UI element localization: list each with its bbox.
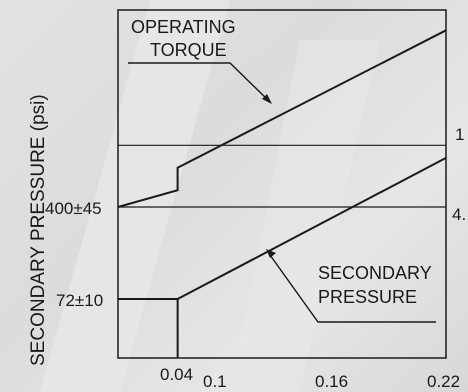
secondary-pressure-arrowhead (266, 249, 276, 258)
y-tick-label: 400±45 (45, 199, 102, 218)
x-tick-label: 0.22 (427, 372, 460, 391)
operating-torque-line (117, 29, 447, 208)
plot-frame (117, 9, 447, 359)
secondary-pressure-leader (269, 254, 436, 323)
secondary-pressure-label-line2: PRESSURE (318, 287, 417, 307)
secondary-pressure-label-line1: SECONDARY (318, 263, 432, 283)
background-shading (40, 0, 380, 392)
data-series (117, 29, 447, 358)
y-axis-title: SECONDARY PRESSURE (psi) (28, 94, 49, 366)
operating-torque-arrowhead (262, 94, 272, 104)
x-tick-label: 0.16 (315, 372, 348, 391)
annotation-arrows (128, 62, 436, 323)
x-tick-label: 0.1 (203, 372, 227, 391)
y-tick-label: 72±10 (56, 291, 103, 310)
operating-torque-leader (128, 62, 269, 101)
right-tick-label: 4. (452, 205, 466, 224)
horizontal-reference-lines (118, 144, 446, 208)
operating-torque-label-line2: TORQUE (150, 40, 227, 60)
x-tick-label: 0.04 (160, 365, 193, 384)
operating-torque-label-line1: OPERATING (131, 17, 236, 37)
right-tick-label: 1 (455, 125, 464, 144)
